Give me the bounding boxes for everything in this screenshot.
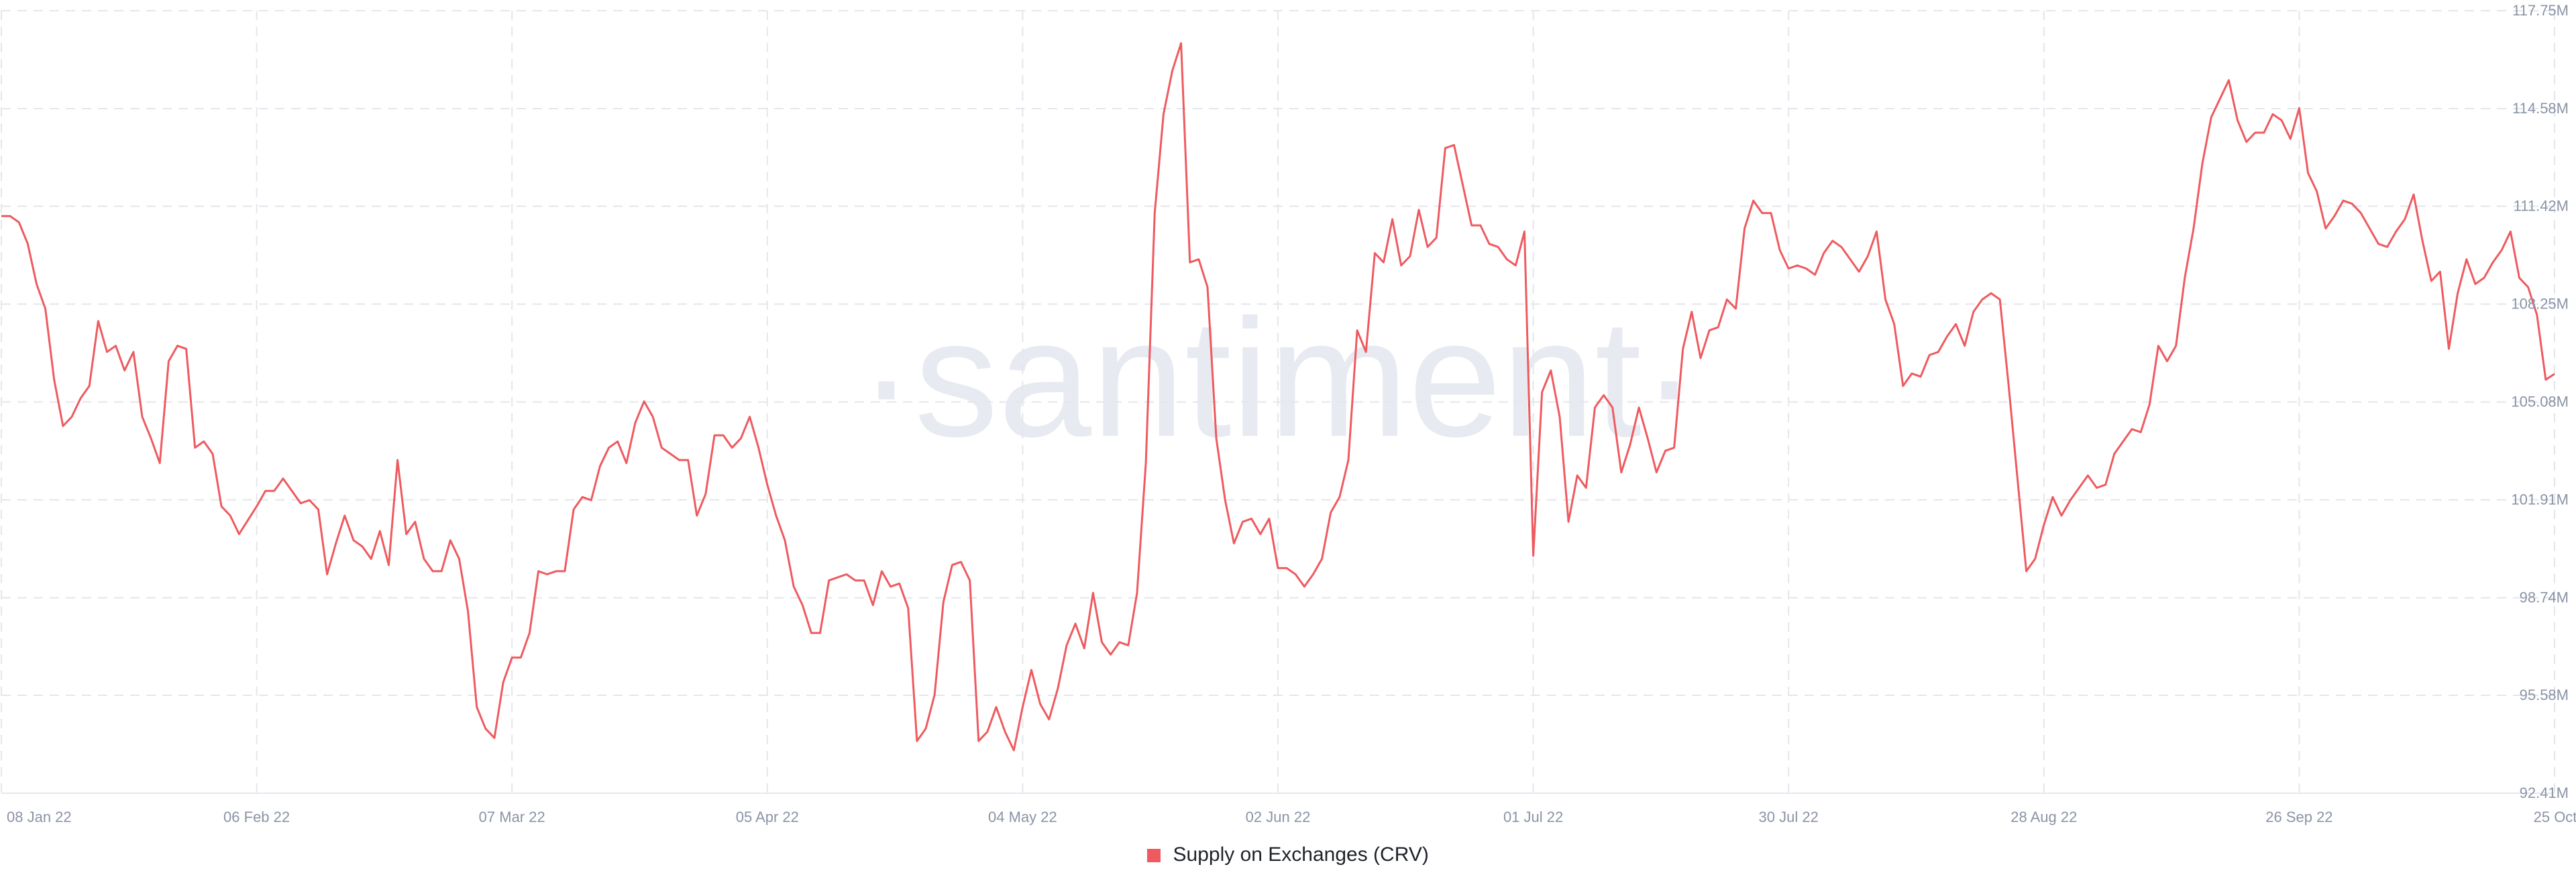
series-layer (1, 42, 2555, 752)
y-tick-label: 117.75M (2512, 2, 2569, 19)
y-tick-label: 108.25M (2511, 296, 2569, 312)
y-tick-label: 111.42M (2514, 198, 2569, 215)
x-tick-label: 26 Sep 22 (2265, 809, 2332, 825)
legend[interactable]: Supply on Exchanges (CRV) (0, 843, 2576, 866)
x-tick-label: 28 Aug 22 (2010, 809, 2077, 825)
series-line-supply-on-exchanges (1, 42, 2555, 752)
x-tick-label: 08 Jan 22 (7, 809, 72, 825)
x-tick-label: 04 May 22 (988, 809, 1057, 825)
y-tick-label: 98.74M (2520, 589, 2569, 605)
grid (1, 10, 2555, 794)
y-tick-label: 95.58M (2520, 687, 2569, 703)
x-tick-label: 02 Jun 22 (1246, 809, 1311, 825)
x-tick-label: 30 Jul 22 (1759, 809, 1819, 825)
x-tick-label: 05 Apr 22 (736, 809, 799, 825)
y-tick-label: 114.58M (2512, 100, 2569, 117)
x-tick-label: 06 Feb 22 (223, 809, 290, 825)
x-tick-label: 25 Oct 22 (2534, 809, 2576, 825)
y-tick-label: 101.91M (2511, 491, 2569, 508)
legend-swatch (1147, 849, 1161, 862)
santiment-watermark: ·santiment· (859, 284, 1697, 471)
y-tick-label: 105.08M (2511, 394, 2569, 410)
x-tick-label: 07 Mar 22 (479, 809, 545, 825)
x-tick-label: 01 Jul 22 (1503, 809, 1563, 825)
tick-labels: 92.41M 95.58M 98.74M 101.91M 105.08M 108.25M 1… (7, 2, 2576, 825)
legend-label: Supply on Exchanges (CRV) (1173, 843, 1429, 866)
y-tick-label: 92.41M (2520, 784, 2569, 801)
axes (1, 793, 2555, 794)
